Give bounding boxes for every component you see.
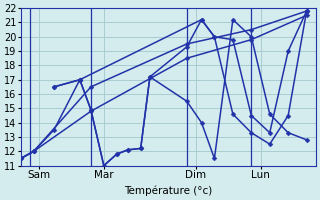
X-axis label: Température (°c): Température (°c): [124, 185, 212, 196]
